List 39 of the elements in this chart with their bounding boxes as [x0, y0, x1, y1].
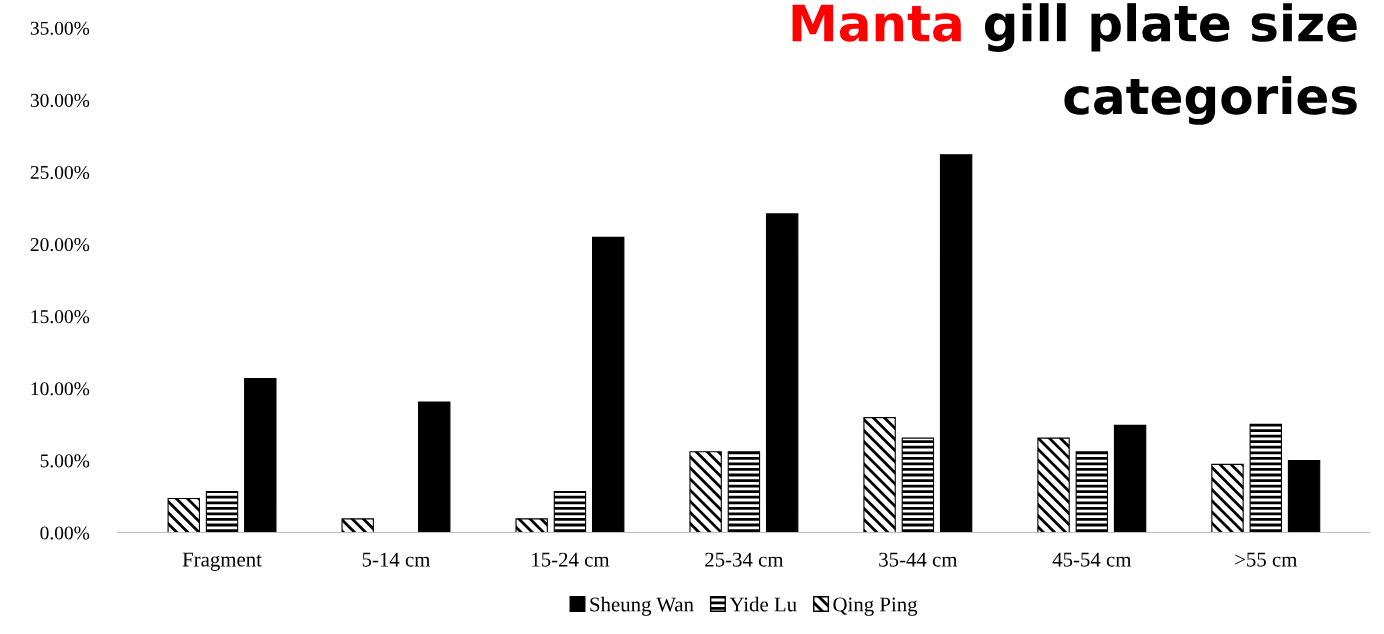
- legend-label: Sheung Wan: [590, 596, 694, 616]
- x-tick-label: 45-54 cm: [1052, 552, 1132, 567]
- x-tick-label: 35-44 cm: [879, 552, 958, 567]
- x-tick-label: 25-34 cm: [705, 552, 784, 567]
- bar: [167, 497, 200, 533]
- bar: [341, 518, 374, 533]
- y-tick-label: 25.00%: [30, 165, 90, 180]
- y-tick-label: 10.00%: [31, 382, 90, 396]
- bar: [1037, 437, 1070, 533]
- bar: [553, 491, 587, 533]
- bar: [244, 378, 277, 533]
- bar: [515, 518, 548, 533]
- bar: [1113, 424, 1147, 533]
- bar: [1249, 423, 1282, 533]
- x-tick-label: Fragment: [182, 552, 262, 571]
- bar: [1075, 451, 1109, 533]
- y-tick-label: 30.00%: [30, 93, 90, 108]
- bar: [901, 437, 935, 533]
- bar: [939, 154, 973, 533]
- bar: [1287, 459, 1321, 533]
- bar: [863, 417, 896, 533]
- y-tick-label: 5.00%: [40, 454, 90, 468]
- legend-label: Yide Lu: [729, 596, 797, 612]
- bar: [205, 491, 239, 533]
- bar: [765, 213, 799, 533]
- chart-title: Manta gill plate size categories: [792, 3, 1357, 125]
- bar: [727, 451, 761, 533]
- x-tick-label: >55 cm: [1235, 552, 1298, 567]
- y-tick-label: 0.00%: [40, 526, 90, 540]
- bar: [418, 401, 451, 533]
- bar: [1211, 463, 1244, 533]
- y-tick-label: 20.00%: [30, 238, 90, 252]
- bar: [591, 236, 625, 533]
- y-tick-label: 35.00%: [30, 21, 90, 35]
- x-tick-label: 5-14 cm: [362, 552, 431, 567]
- y-tick-label: 15.00%: [31, 310, 90, 324]
- legend-label: Qing Ping: [833, 597, 918, 616]
- bar: [689, 451, 722, 533]
- x-tick-label: 15-24 cm: [532, 552, 610, 567]
